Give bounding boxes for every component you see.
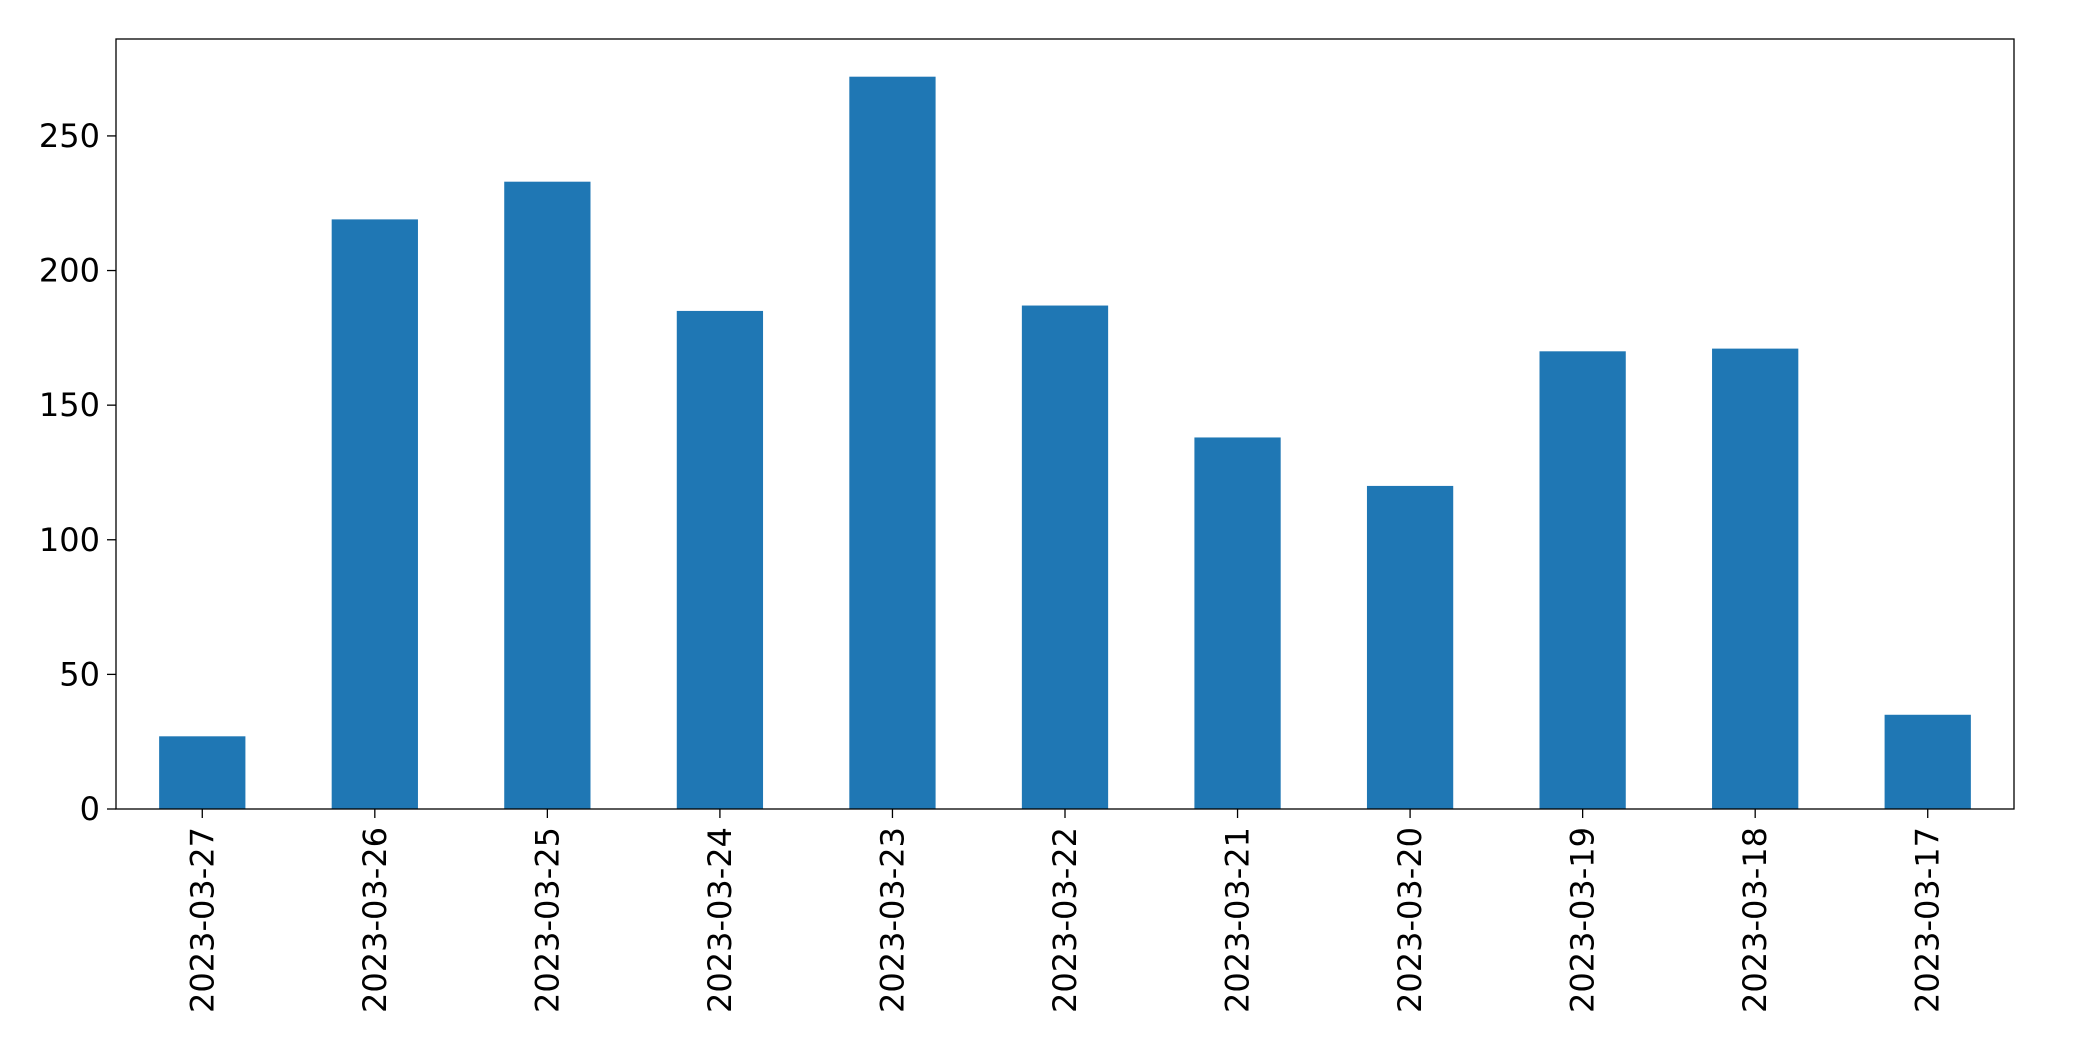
bar (1539, 351, 1626, 809)
bar (504, 181, 591, 809)
x-tick-label: 2023-03-23 (873, 827, 911, 1013)
y-tick-label: 150 (39, 386, 100, 424)
x-tick-label: 2023-03-18 (1736, 827, 1774, 1013)
x-tick-label: 2023-03-26 (356, 827, 394, 1013)
bar (1366, 485, 1454, 809)
x-tick-label: 2023-03-25 (528, 827, 566, 1013)
bar (1884, 714, 1971, 809)
bar (331, 219, 418, 809)
plot-frame (115, 38, 2015, 810)
y-tick-label: 100 (39, 521, 100, 559)
y-tick-label: 0 (80, 790, 100, 828)
bar (159, 736, 246, 809)
x-tick-label: 2023-03-24 (701, 827, 739, 1013)
x-tick-label: 2023-03-22 (1046, 827, 1084, 1013)
x-tick-label: 2023-03-20 (1391, 827, 1429, 1013)
bar (676, 310, 764, 809)
bar (1194, 437, 1281, 809)
bar (1712, 348, 1799, 809)
x-tick-label: 2023-03-19 (1564, 827, 1602, 1013)
x-tick-label: 2023-03-17 (1909, 827, 1947, 1013)
x-tick-label: 2023-03-27 (183, 827, 221, 1013)
bar (849, 76, 936, 809)
y-tick-label: 250 (39, 117, 100, 155)
y-tick-label: 50 (59, 655, 100, 693)
bar (1021, 305, 1109, 809)
x-tick-label: 2023-03-21 (1219, 827, 1257, 1013)
y-tick-label: 200 (39, 252, 100, 290)
